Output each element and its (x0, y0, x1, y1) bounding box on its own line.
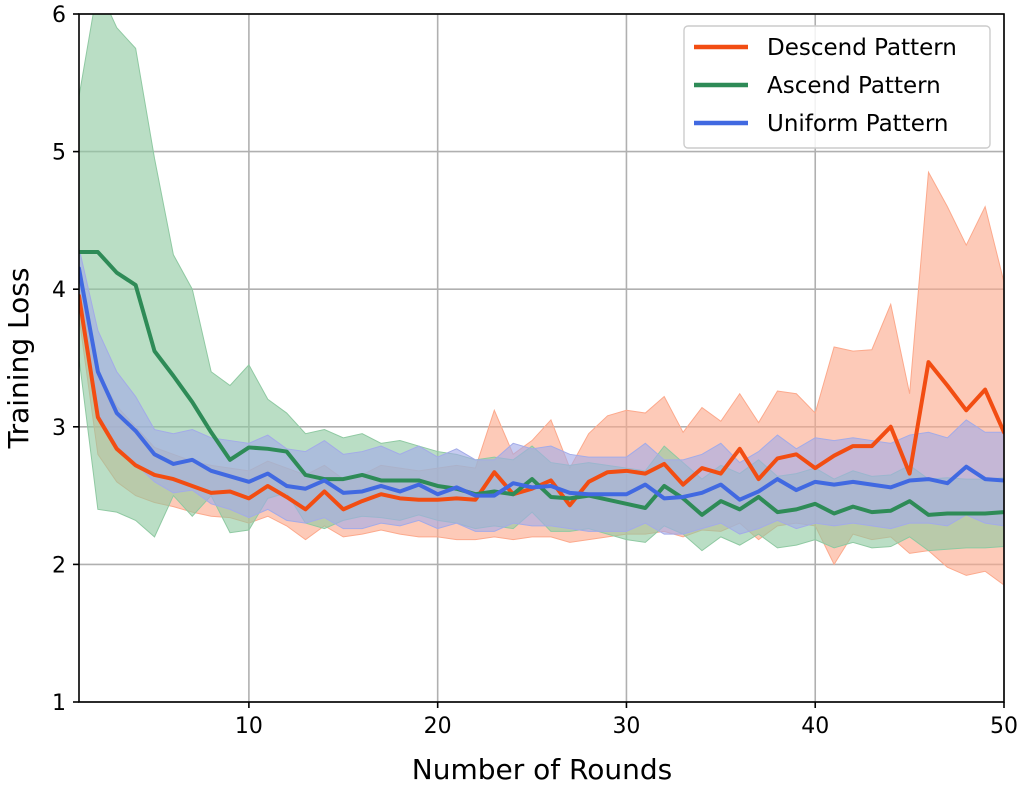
uniform-pattern-line (79, 266, 1004, 502)
x-axis-label: Number of Rounds (412, 753, 672, 786)
x-tick-label: 50 (990, 714, 1018, 739)
x-tick-label: 40 (801, 714, 829, 739)
y-tick-label: 1 (52, 691, 66, 716)
y-axis-label: Training Loss (2, 268, 35, 450)
y-tick-label: 6 (52, 3, 66, 28)
legend-box (683, 25, 991, 149)
y-tick-label: 4 (52, 278, 66, 303)
x-tick-label: 20 (424, 714, 452, 739)
y-tick-label: 3 (52, 416, 66, 441)
y-tick-label: 2 (52, 553, 66, 578)
legend-label-uniform-pattern: Uniform Pattern (767, 111, 948, 137)
x-tick-label: 10 (235, 714, 263, 739)
axis-ticks: 10 20 30 40 50 1 2 3 4 5 6 (52, 3, 1018, 739)
plot-frame (78, 13, 1005, 703)
legend-label-ascend-pattern: Ascend Pattern (767, 73, 941, 99)
series-lines (79, 250, 1004, 517)
legend: Descend Pattern Ascend Pattern Uniform Pat… (683, 25, 991, 149)
descend-pattern-line (79, 294, 1004, 512)
y-tick-label: 5 (52, 141, 66, 166)
legend-label-descend-pattern: Descend Pattern (767, 35, 957, 61)
x-tick-label: 30 (612, 714, 640, 739)
